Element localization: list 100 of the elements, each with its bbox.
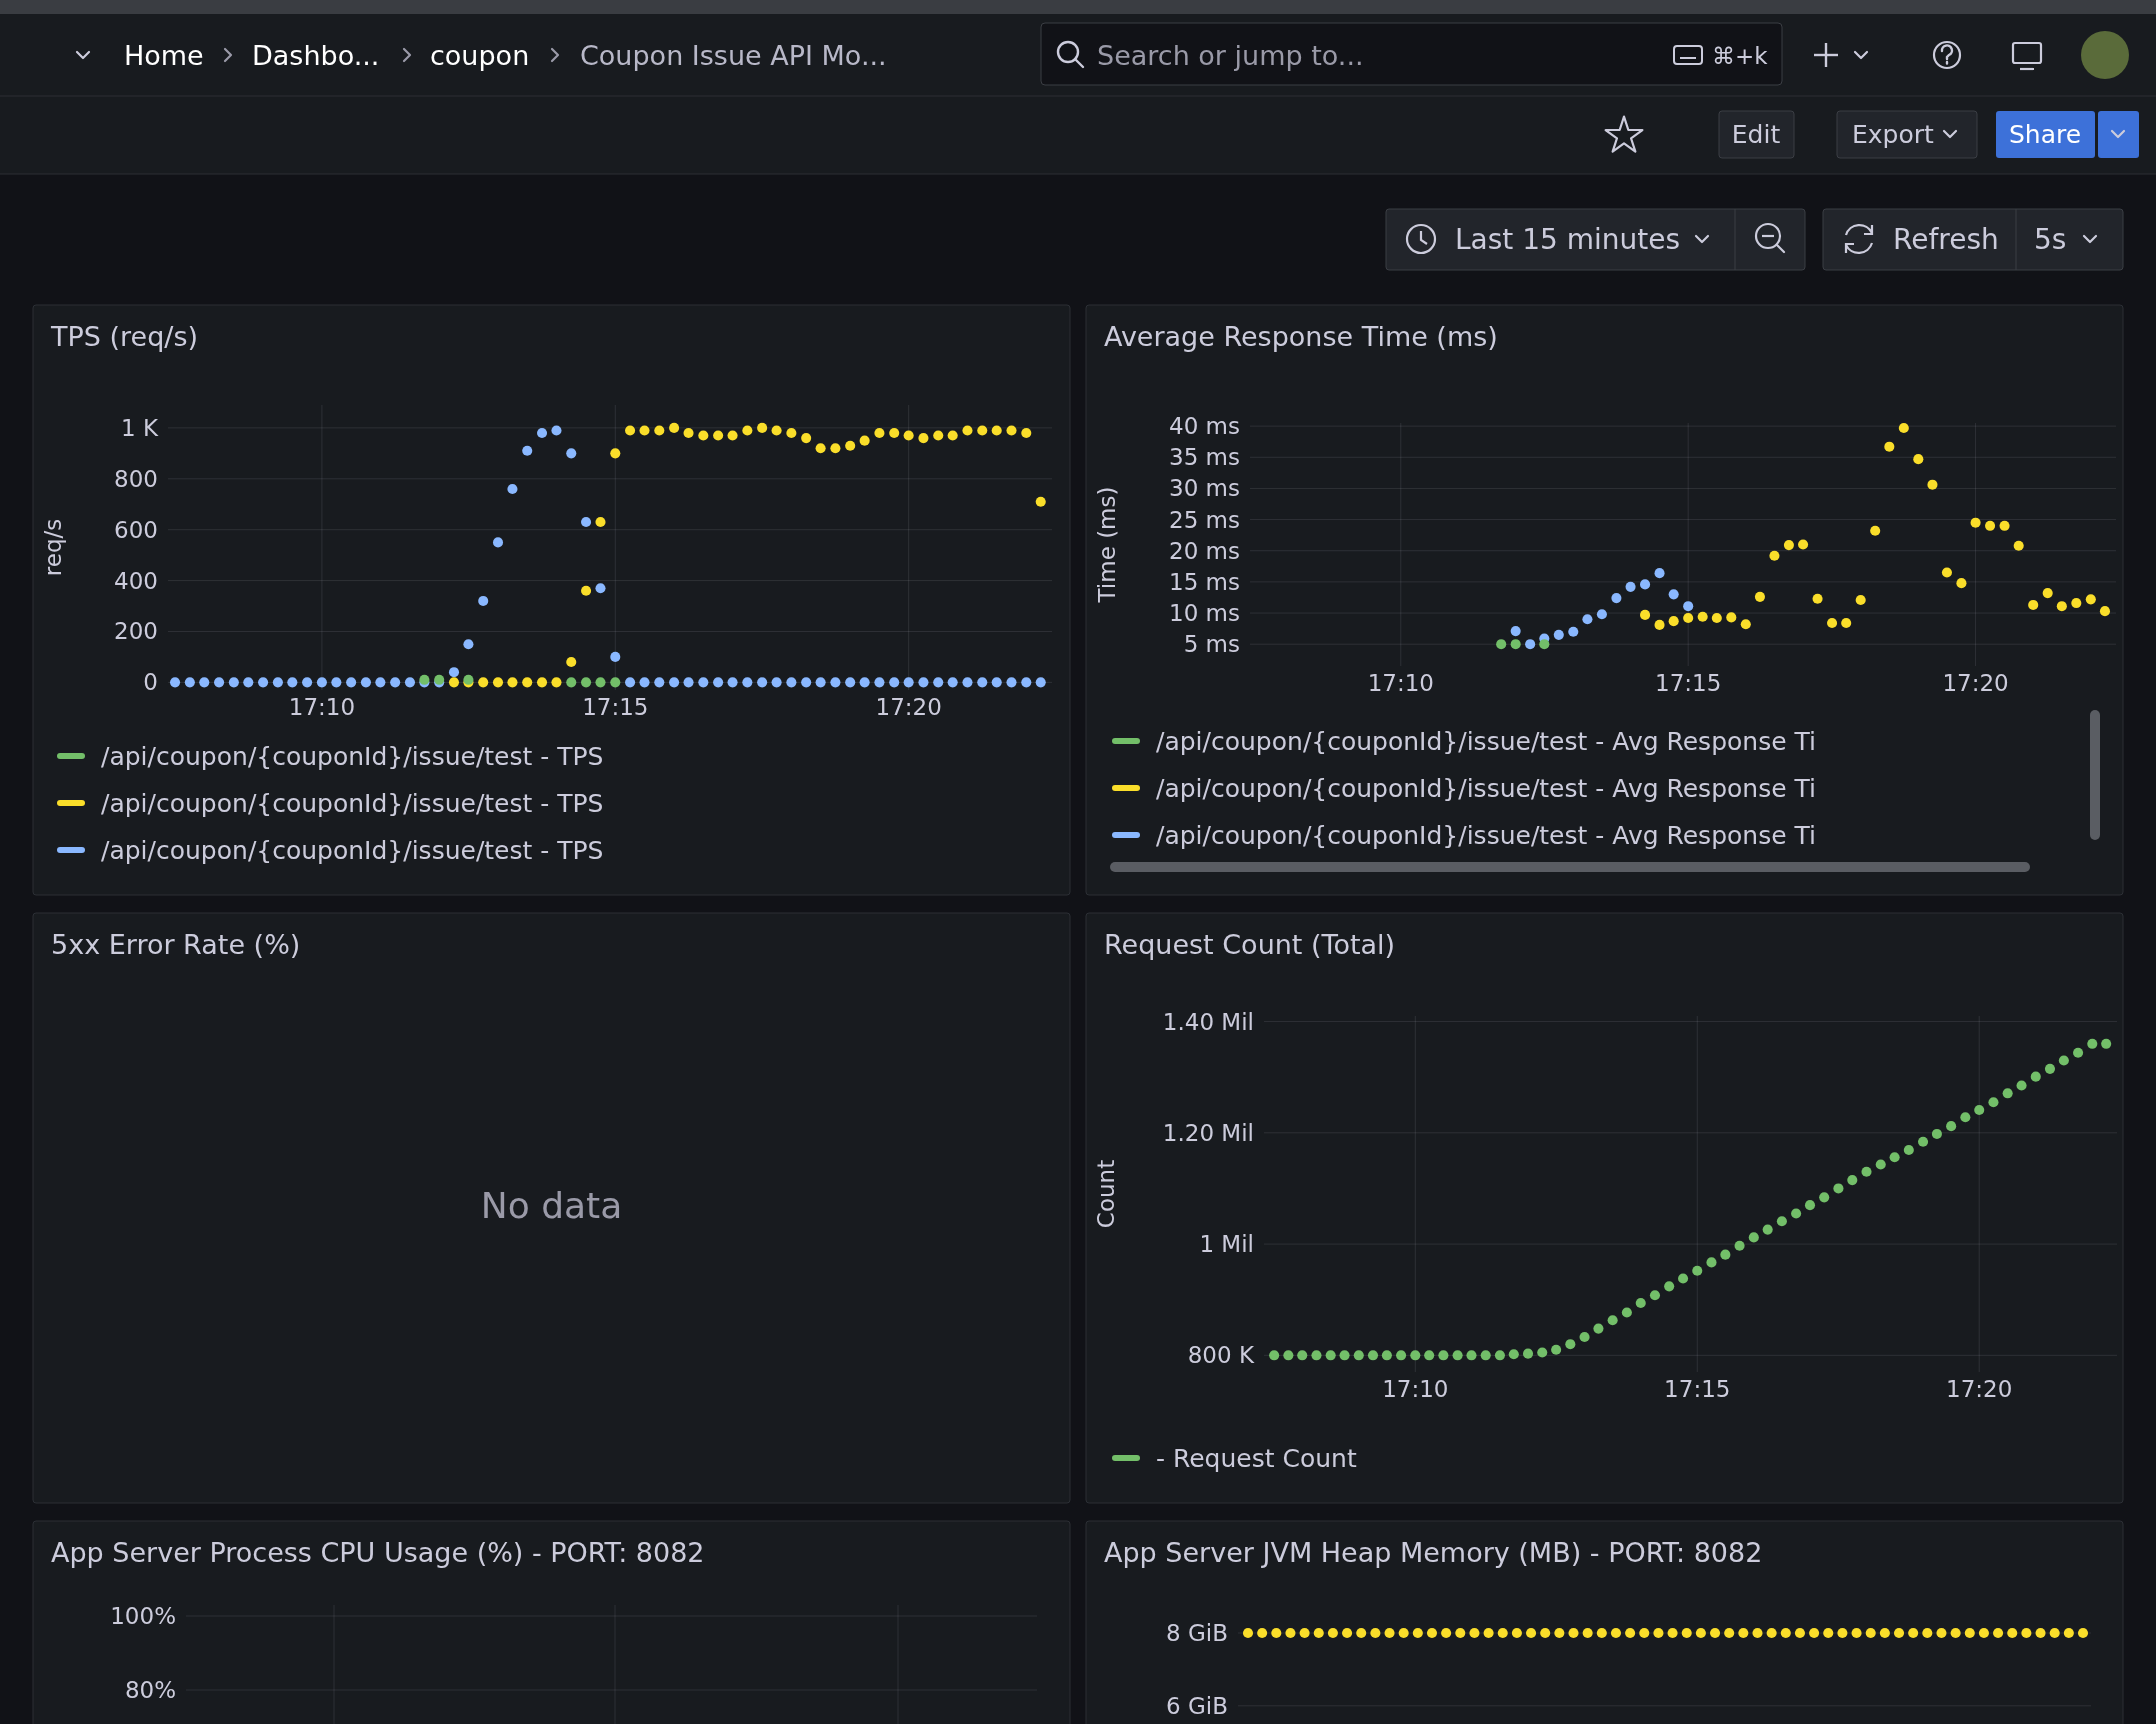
point	[771, 425, 782, 436]
point	[1913, 454, 1924, 465]
y-tick-label: 8 GiB	[1166, 1620, 1228, 1646]
point	[522, 677, 533, 688]
point	[1956, 578, 1967, 589]
point	[1931, 1128, 1942, 1139]
point	[1496, 639, 1507, 650]
point	[1754, 591, 1765, 602]
point	[801, 677, 812, 688]
point	[757, 422, 768, 433]
point	[727, 430, 738, 441]
point	[918, 433, 929, 444]
point	[1819, 1192, 1830, 1203]
point	[1021, 677, 1032, 688]
point	[1510, 639, 1521, 650]
point	[536, 427, 548, 439]
text: Edit	[1731, 120, 1781, 149]
point	[786, 427, 797, 439]
point	[1985, 520, 1996, 531]
point	[595, 517, 606, 528]
text: App Server Process CPU Usage (%) - PORT: 8082	[51, 1537, 705, 1568]
y-tick-label: 6 GiB	[1166, 1692, 1228, 1719]
y-tick-label: 1 K	[120, 414, 159, 441]
point	[228, 677, 239, 688]
point	[448, 667, 460, 678]
point	[492, 537, 504, 548]
point	[1875, 1159, 1886, 1170]
point	[1035, 677, 1046, 688]
point	[757, 677, 768, 688]
point	[1726, 612, 1737, 623]
text: Dashbo...	[252, 40, 380, 71]
point	[1791, 1208, 1802, 1219]
y-tick-label: 1.40 Mil	[1162, 1008, 1254, 1035]
y-tick-label: 0	[143, 669, 158, 696]
point	[492, 677, 504, 688]
point	[1706, 1257, 1717, 1268]
point	[1006, 677, 1017, 688]
point	[287, 677, 298, 688]
y-tick-label: 15 ms	[1169, 568, 1240, 595]
point	[947, 677, 958, 688]
point	[1640, 609, 1651, 620]
point	[1855, 594, 1866, 605]
x-tick-label: 17:10	[288, 694, 356, 720]
legend-label: /api/coupon/{couponId}/issue/test - TPS	[101, 836, 604, 865]
point	[1898, 422, 1909, 434]
text: ⌘+k	[1712, 43, 1769, 69]
y-tick-label: 800	[114, 465, 158, 492]
point	[1494, 1350, 1505, 1361]
y-tick-label: 10 ms	[1169, 600, 1240, 627]
point	[1593, 1323, 1604, 1334]
point	[551, 677, 562, 688]
point	[1870, 525, 1881, 536]
point	[801, 433, 812, 444]
point	[1537, 1347, 1548, 1358]
y-tick-label: 1.20 Mil	[1162, 1119, 1254, 1146]
text: 5s	[2034, 223, 2067, 256]
point	[1582, 614, 1593, 625]
point	[390, 677, 401, 688]
point	[478, 595, 489, 606]
point	[1827, 617, 1838, 629]
point	[727, 677, 738, 688]
legend-label: /api/coupon/{couponId}/issue/test - Avg Response Ti	[1156, 821, 1816, 850]
point	[918, 677, 929, 688]
point	[1325, 1350, 1336, 1361]
point	[1678, 1273, 1689, 1284]
point	[1740, 619, 1751, 630]
y-tick-label: 600	[114, 516, 158, 543]
point	[375, 677, 386, 688]
text: coupon	[430, 40, 530, 71]
point	[683, 427, 694, 439]
point	[2044, 1063, 2056, 1074]
point	[1841, 617, 1852, 629]
text: Coupon Issue API Mo...	[580, 40, 887, 71]
point	[2099, 606, 2111, 617]
point	[170, 677, 181, 688]
point	[1833, 1183, 1844, 1194]
point	[360, 677, 371, 688]
point	[1625, 581, 1636, 592]
point	[2016, 1080, 2027, 1091]
legend-label: - Request Count	[1156, 1444, 1357, 1473]
point	[1946, 1121, 1957, 1132]
point	[1734, 1240, 1745, 1251]
point	[698, 677, 709, 688]
point	[830, 443, 841, 454]
point	[669, 677, 680, 688]
point	[859, 435, 870, 446]
point	[1269, 1350, 1280, 1361]
point	[1918, 1136, 1929, 1147]
legend-label: /api/coupon/{couponId}/issue/test - TPS	[101, 742, 604, 771]
point	[625, 425, 636, 436]
point	[1611, 593, 1622, 604]
point	[478, 677, 489, 688]
point	[1988, 1097, 1999, 1108]
point	[1654, 568, 1665, 579]
y-tick-label: 1 Mil	[1199, 1231, 1254, 1258]
point	[1381, 1350, 1392, 1361]
point	[2030, 1071, 2041, 1082]
point	[463, 639, 474, 650]
text: No data	[480, 1185, 623, 1226]
point	[1798, 539, 1809, 550]
